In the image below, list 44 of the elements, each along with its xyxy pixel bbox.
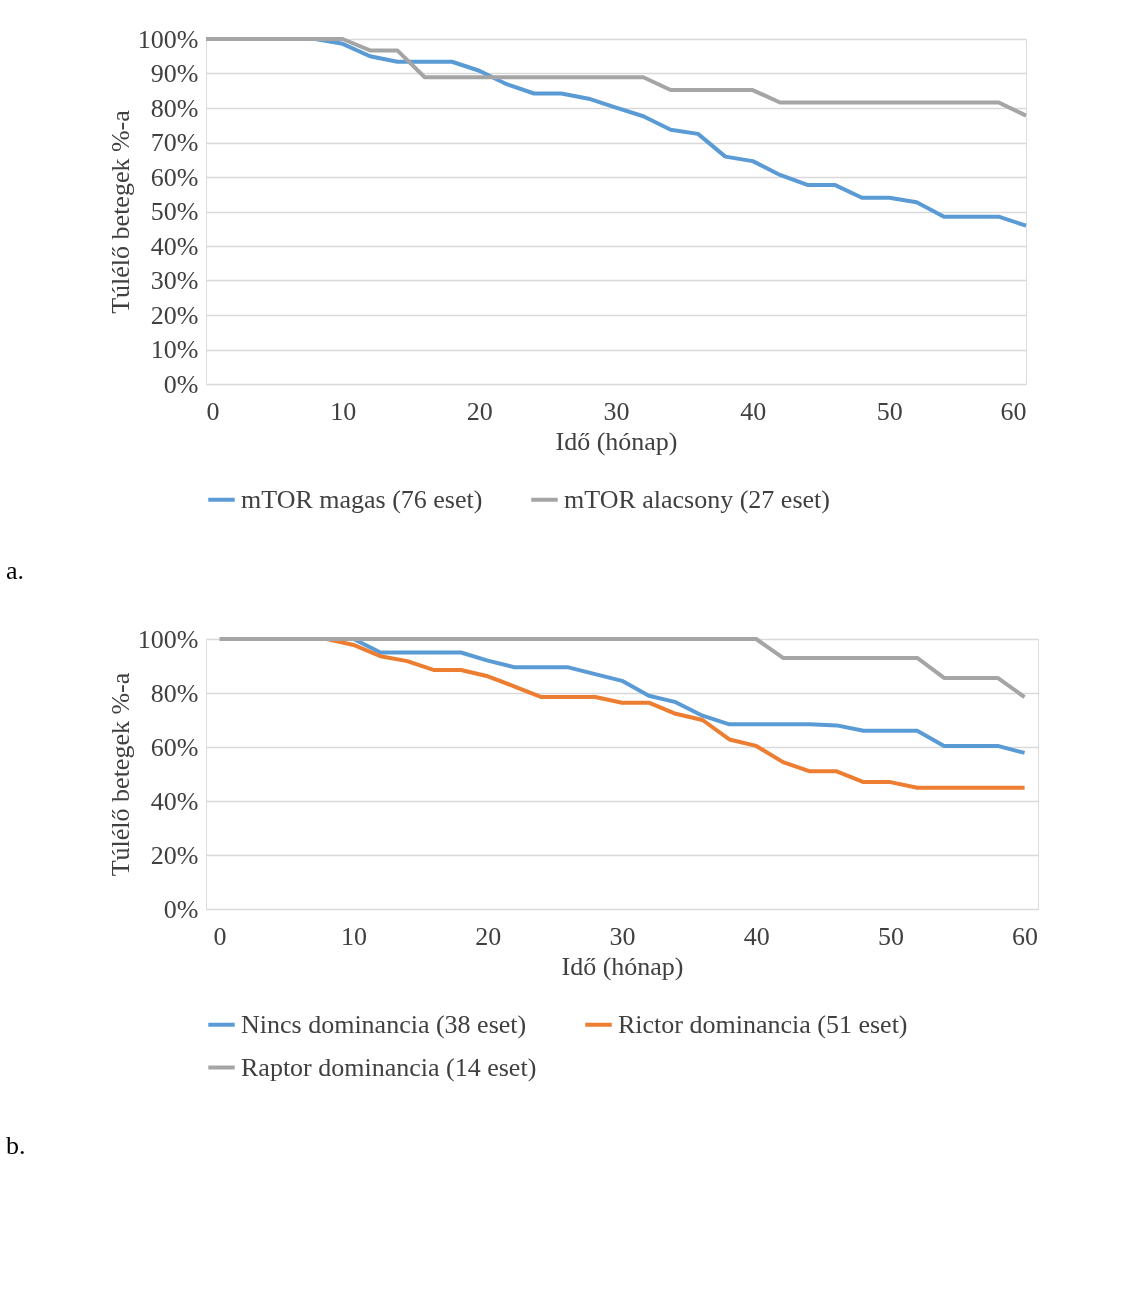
y-tick-label: 80% [150, 678, 199, 708]
y-tick-label: 80% [150, 93, 199, 123]
line-series [204, 37, 1028, 118]
y-tick-label: 20% [150, 300, 199, 330]
y-tick-label: 90% [150, 59, 199, 88]
y-tick-label: 0% [163, 894, 199, 924]
x-tick-label: 20 [475, 921, 502, 951]
y-tick-label: 60% [150, 162, 199, 192]
line-series [217, 637, 1027, 700]
legend-label: Raptor dominancia (14 eset) [241, 1052, 537, 1082]
y-tick-label: 40% [150, 786, 199, 816]
y-tick-label: 40% [150, 231, 199, 261]
legend-label: mTOR alacsony (27 eset) [564, 484, 830, 514]
y-axis-title: Túlélő betegek %-a [105, 109, 135, 314]
text: b. [6, 1131, 26, 1160]
legend-label: Nincs dominancia (38 eset) [241, 1009, 527, 1039]
x-axis-title: Idő (hónap) [561, 951, 684, 981]
y-tick-label: 100% [137, 624, 199, 654]
y-axis-title: Túlélő betegek %-a [105, 672, 135, 877]
x-tick-label: 0 [213, 921, 227, 951]
x-tick-label: 20 [466, 396, 493, 426]
y-tick-label: 60% [150, 732, 199, 762]
y-tick-label: 30% [150, 266, 199, 295]
y-tick-label: 10% [150, 335, 199, 364]
legend-label: Rictor dominancia (51 eset) [618, 1009, 908, 1039]
x-tick-label: 30 [609, 921, 636, 951]
x-tick-label: 60 [1000, 396, 1027, 426]
y-tick-label: 0% [163, 369, 199, 399]
y-tick-label: 70% [150, 128, 199, 157]
legend-label: mTOR magas (76 eset) [241, 484, 483, 514]
x-tick-label: 60 [1012, 921, 1039, 951]
y-tick-label: 100% [137, 24, 199, 54]
x-tick-label: 0 [206, 396, 220, 426]
x-tick-label: 50 [877, 921, 904, 951]
x-tick-label: 40 [743, 921, 770, 951]
x-axis-title: Idő (hónap) [555, 426, 678, 456]
y-tick-label: 20% [150, 840, 199, 870]
x-tick-label: 40 [740, 396, 767, 426]
x-tick-label: 30 [603, 396, 630, 426]
y-tick-label: 50% [150, 197, 199, 226]
x-tick-label: 10 [341, 921, 368, 951]
text: a. [6, 556, 25, 585]
x-tick-label: 50 [876, 396, 903, 426]
x-tick-label: 10 [330, 396, 357, 426]
